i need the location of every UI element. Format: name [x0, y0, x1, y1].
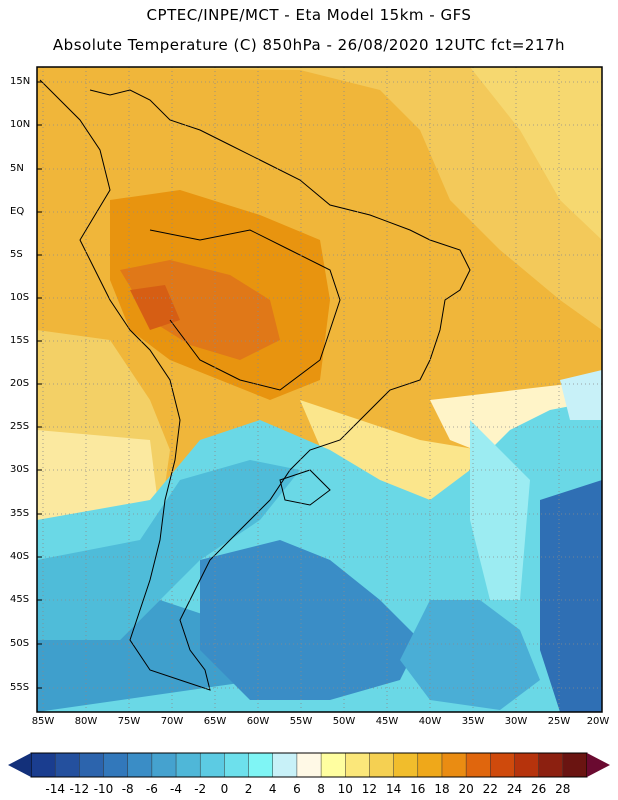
map-frame — [36, 66, 603, 713]
colorbar-left-arrow — [8, 753, 31, 777]
lon-label: 45W — [375, 716, 399, 727]
colorbar-label: -6 — [145, 782, 158, 796]
field-cold-land — [37, 460, 300, 660]
colorbar-cell — [466, 753, 491, 777]
colorbar-label: 18 — [434, 782, 450, 796]
colorbar-right-arrow — [587, 753, 610, 777]
lat-label: 35S — [10, 508, 30, 519]
colorbar-label: -4 — [170, 782, 183, 796]
field-north-atlantic — [37, 67, 602, 330]
colorbar-label: 10 — [337, 782, 353, 796]
colorbar-label: 0 — [220, 782, 229, 796]
colorbar-cell — [103, 753, 129, 777]
field-front-pale — [560, 370, 602, 420]
lon-label: 20W — [586, 716, 610, 727]
colorbar-cell — [248, 753, 274, 777]
colorbar-label: 28 — [555, 782, 571, 796]
colorbar-label: -8 — [121, 782, 134, 796]
field-cyclone — [400, 600, 540, 710]
temperature-field — [37, 67, 602, 712]
field-north-atlantic-cool — [470, 67, 602, 240]
lon-label: 55W — [289, 716, 313, 727]
colorbar-cells — [30, 752, 588, 778]
colorbar-label: 4 — [268, 782, 277, 796]
colorbar-cell — [514, 753, 540, 777]
lat-label: 30S — [10, 464, 30, 475]
colorbar-cell — [321, 753, 346, 777]
lat-label: 55S — [10, 682, 30, 693]
lon-label: 60W — [246, 716, 270, 727]
colorbar-cell — [490, 753, 515, 777]
colorbar-label: 8 — [317, 782, 325, 796]
lon-label: 30W — [504, 716, 528, 727]
colorbar-label: 12 — [361, 782, 378, 796]
colorbar-label: 26 — [531, 782, 547, 796]
lon-label: 50W — [332, 716, 356, 727]
colorbar-cell — [31, 753, 56, 777]
continent-coastline — [39, 79, 471, 691]
uruguay-border — [279, 469, 331, 506]
lon-label: 80W — [74, 716, 98, 727]
colorbar-label: -10 — [93, 782, 114, 796]
colorbar-cell — [417, 753, 443, 777]
colorbar-cell — [200, 753, 225, 777]
colorbar-cell — [272, 753, 298, 777]
lat-label: 50S — [10, 638, 30, 649]
lon-label: 35W — [461, 716, 485, 727]
colorbar-label: -2 — [194, 782, 207, 796]
colorbar-cell — [151, 753, 177, 777]
colorbar-label: 24 — [506, 782, 523, 796]
colorbar-label: 14 — [385, 782, 402, 796]
colorbar-cell — [441, 753, 467, 777]
lat-label: 45S — [10, 594, 30, 605]
colorbar-label: 16 — [410, 782, 426, 796]
field-interior-hotter — [120, 260, 280, 360]
colorbar-cell — [538, 753, 564, 777]
colorbar-label: 2 — [244, 782, 253, 796]
lat-label: 25S — [10, 421, 30, 432]
colorbar-cell — [176, 753, 201, 777]
map-title-line-1: CPTEC/INPE/MCT - Eta Model 15km - GFS — [146, 6, 472, 24]
colorbar-cell — [224, 753, 250, 777]
lat-label: 10N — [10, 119, 31, 130]
colorbar-cell — [127, 753, 153, 777]
lat-label: 20S — [10, 378, 30, 389]
colorbar-label: 22 — [482, 782, 498, 796]
colorbar-label: 6 — [293, 782, 301, 796]
lon-label: 40W — [418, 716, 442, 727]
colorbar-cell — [369, 753, 395, 777]
lat-label: 40S — [10, 551, 30, 562]
lon-label: 70W — [160, 716, 184, 727]
colorbar-label: 20 — [458, 782, 474, 796]
lon-label: 75W — [117, 716, 141, 727]
colorbar-cell — [345, 753, 370, 777]
lon-label: 65W — [203, 716, 227, 727]
field-hotspot — [130, 285, 180, 330]
lon-label: 85W — [31, 716, 55, 727]
lat-label: 10S — [10, 292, 30, 303]
axis-ticks — [37, 81, 42, 689]
colorbar-cell — [296, 753, 322, 777]
lon-label: 25W — [547, 716, 571, 727]
field-frontal-band — [470, 420, 530, 600]
colorbar-cell — [55, 753, 80, 777]
lat-label: 15N — [10, 76, 31, 87]
colorbar-label: -12 — [69, 782, 90, 796]
field-cold-ocean — [200, 540, 420, 700]
lat-label: EQ — [10, 206, 25, 217]
lat-label: 15S — [10, 335, 30, 346]
colorbar-cell — [79, 753, 105, 777]
colorbar-cell — [562, 753, 588, 777]
border-lines — [149, 229, 341, 391]
colorbar-label: -14 — [45, 782, 65, 796]
colorbar-cell — [393, 753, 419, 777]
lat-label: 5N — [10, 163, 24, 174]
colorbar — [8, 752, 610, 778]
coastlines — [39, 79, 471, 691]
field-deep-cold-east — [540, 480, 602, 712]
field-pacific-pale — [37, 430, 160, 520]
lat-label: 5S — [10, 249, 23, 260]
map-title-line-2: Absolute Temperature (C) 850hPa - 26/08/… — [52, 36, 566, 54]
